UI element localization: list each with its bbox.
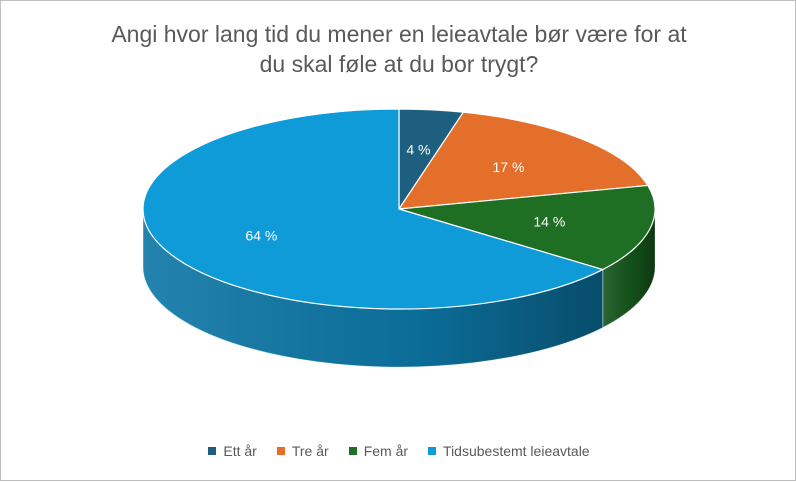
legend-item-ett-ar: Ett år [208,443,257,459]
legend-swatch-ett-ar [208,447,217,455]
legend-item-fem-ar: Fem år [348,443,409,459]
legend: Ett år Tre år Fem år Tidsubestemt leieav… [1,443,796,459]
legend-label-ett-ar: Ett år [223,443,257,459]
pie-slice-tre-r [398,111,649,210]
pie-slice-tidsubestemt-leieavtale [142,108,604,310]
data-label-ett-r: 4 % [406,141,430,157]
legend-label-fem-ar: Fem år [363,443,409,459]
chart-title-line-2: du skal føle at du bor trygt? [259,51,539,77]
legend-item-tidsubestemt: Tidsubestemt leieavtale [428,443,590,459]
legend-swatch-tre-ar [276,447,285,455]
legend-label-tre-ar: Tre år [291,443,329,459]
legend-item-tre-ar: Tre år [276,443,329,459]
data-label-fem-r: 14 % [533,213,565,229]
pie-side-shading-tidsubestemt-leieavtale [143,209,603,367]
legend-label-tidsubestemt: Tidsubestemt leieavtale [443,443,590,459]
chart-title-line-1: Angi hvor lang tid du mener en leieavtal… [111,21,687,47]
data-label-tidsubestemt-leieavtale: 64 % [245,228,277,244]
legend-swatch-fem-ar [348,447,357,455]
pie-side-shading-fem-r [602,209,655,328]
data-label-tre-r: 17 % [493,159,525,175]
legend-swatch-tidsubestemt [428,447,437,455]
pie-slice-fem-r [398,184,656,271]
chart-title: Angi hvor lang tid du mener en leieavtal… [49,19,749,79]
